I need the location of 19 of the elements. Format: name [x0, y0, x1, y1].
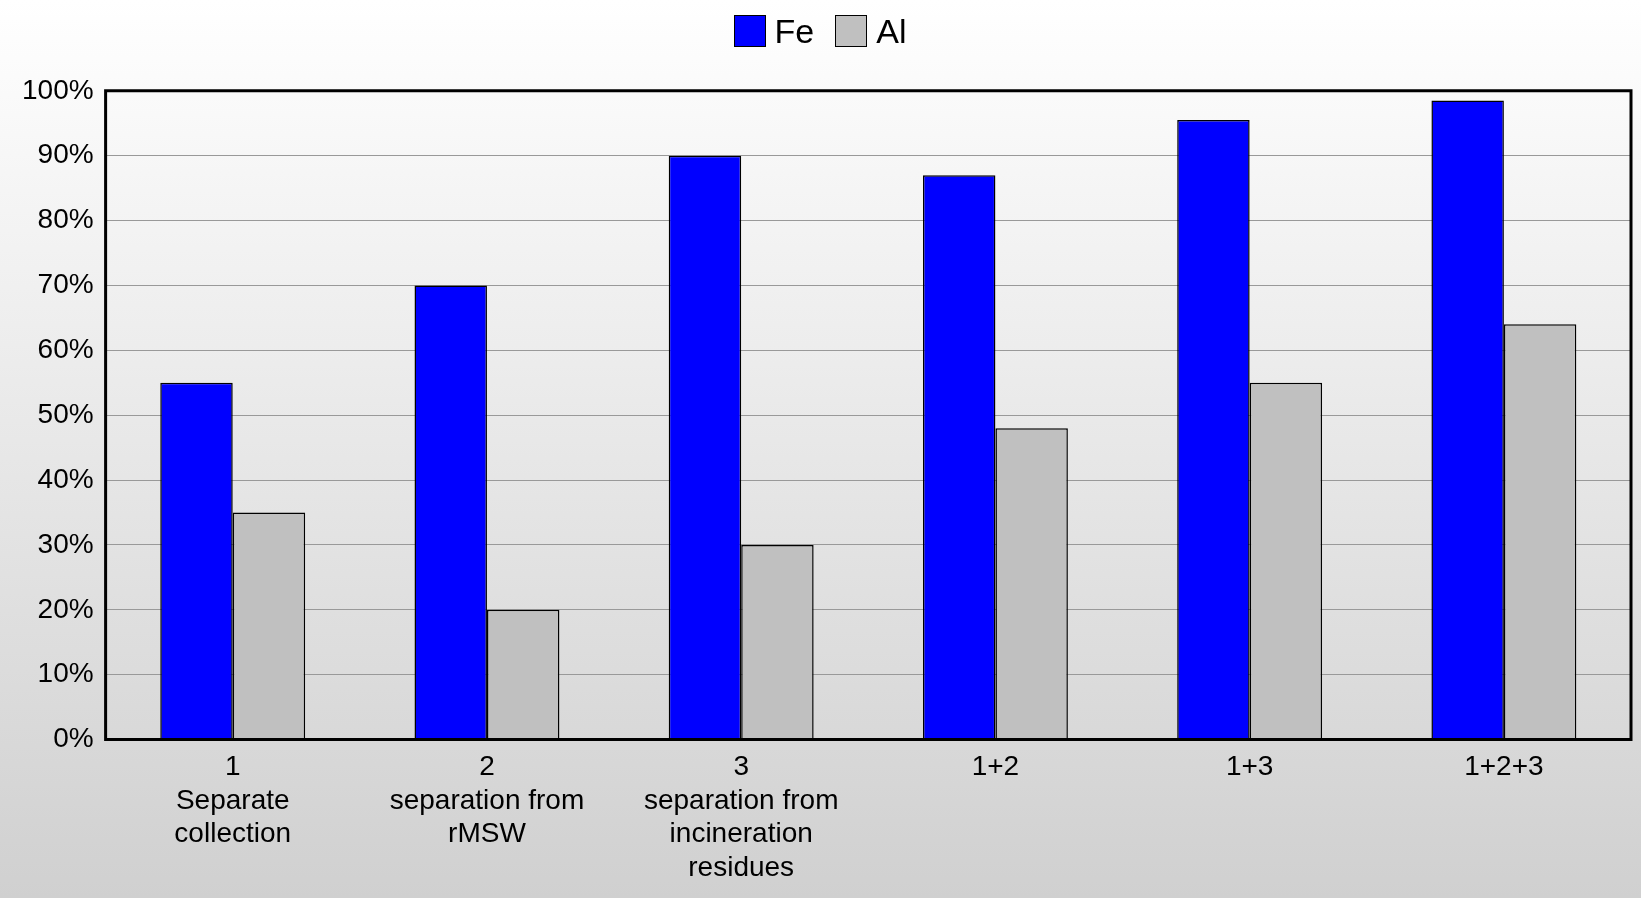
x-tick-label: 2 separation from rMSW: [389, 750, 585, 849]
y-tick-label: 100%: [21, 73, 94, 105]
y-tick-label: 0%: [53, 722, 94, 754]
y-tick-label: 10%: [37, 657, 94, 689]
y-tick-label: 90%: [37, 138, 94, 170]
x-tick-label: 1+3: [1225, 750, 1274, 782]
y-tick-label: 40%: [37, 462, 94, 494]
y-tick-label: 60%: [37, 333, 94, 365]
y-tick-label: 50%: [37, 397, 94, 429]
y-tick-label: 30%: [37, 527, 94, 559]
y-tick-label: 80%: [37, 203, 94, 235]
x-tick-label: 1 Separate collection: [174, 750, 292, 849]
x-tick-label: 1+2: [971, 750, 1020, 782]
x-tick-label: 3 separation from incineration residues: [643, 750, 839, 882]
legend-label: Al: [876, 11, 907, 51]
y-tick-label: 20%: [37, 592, 94, 624]
legend-label: Fe: [774, 11, 815, 51]
y-tick-label: 70%: [37, 268, 94, 300]
x-tick-label: 1+2+3: [1464, 750, 1544, 782]
